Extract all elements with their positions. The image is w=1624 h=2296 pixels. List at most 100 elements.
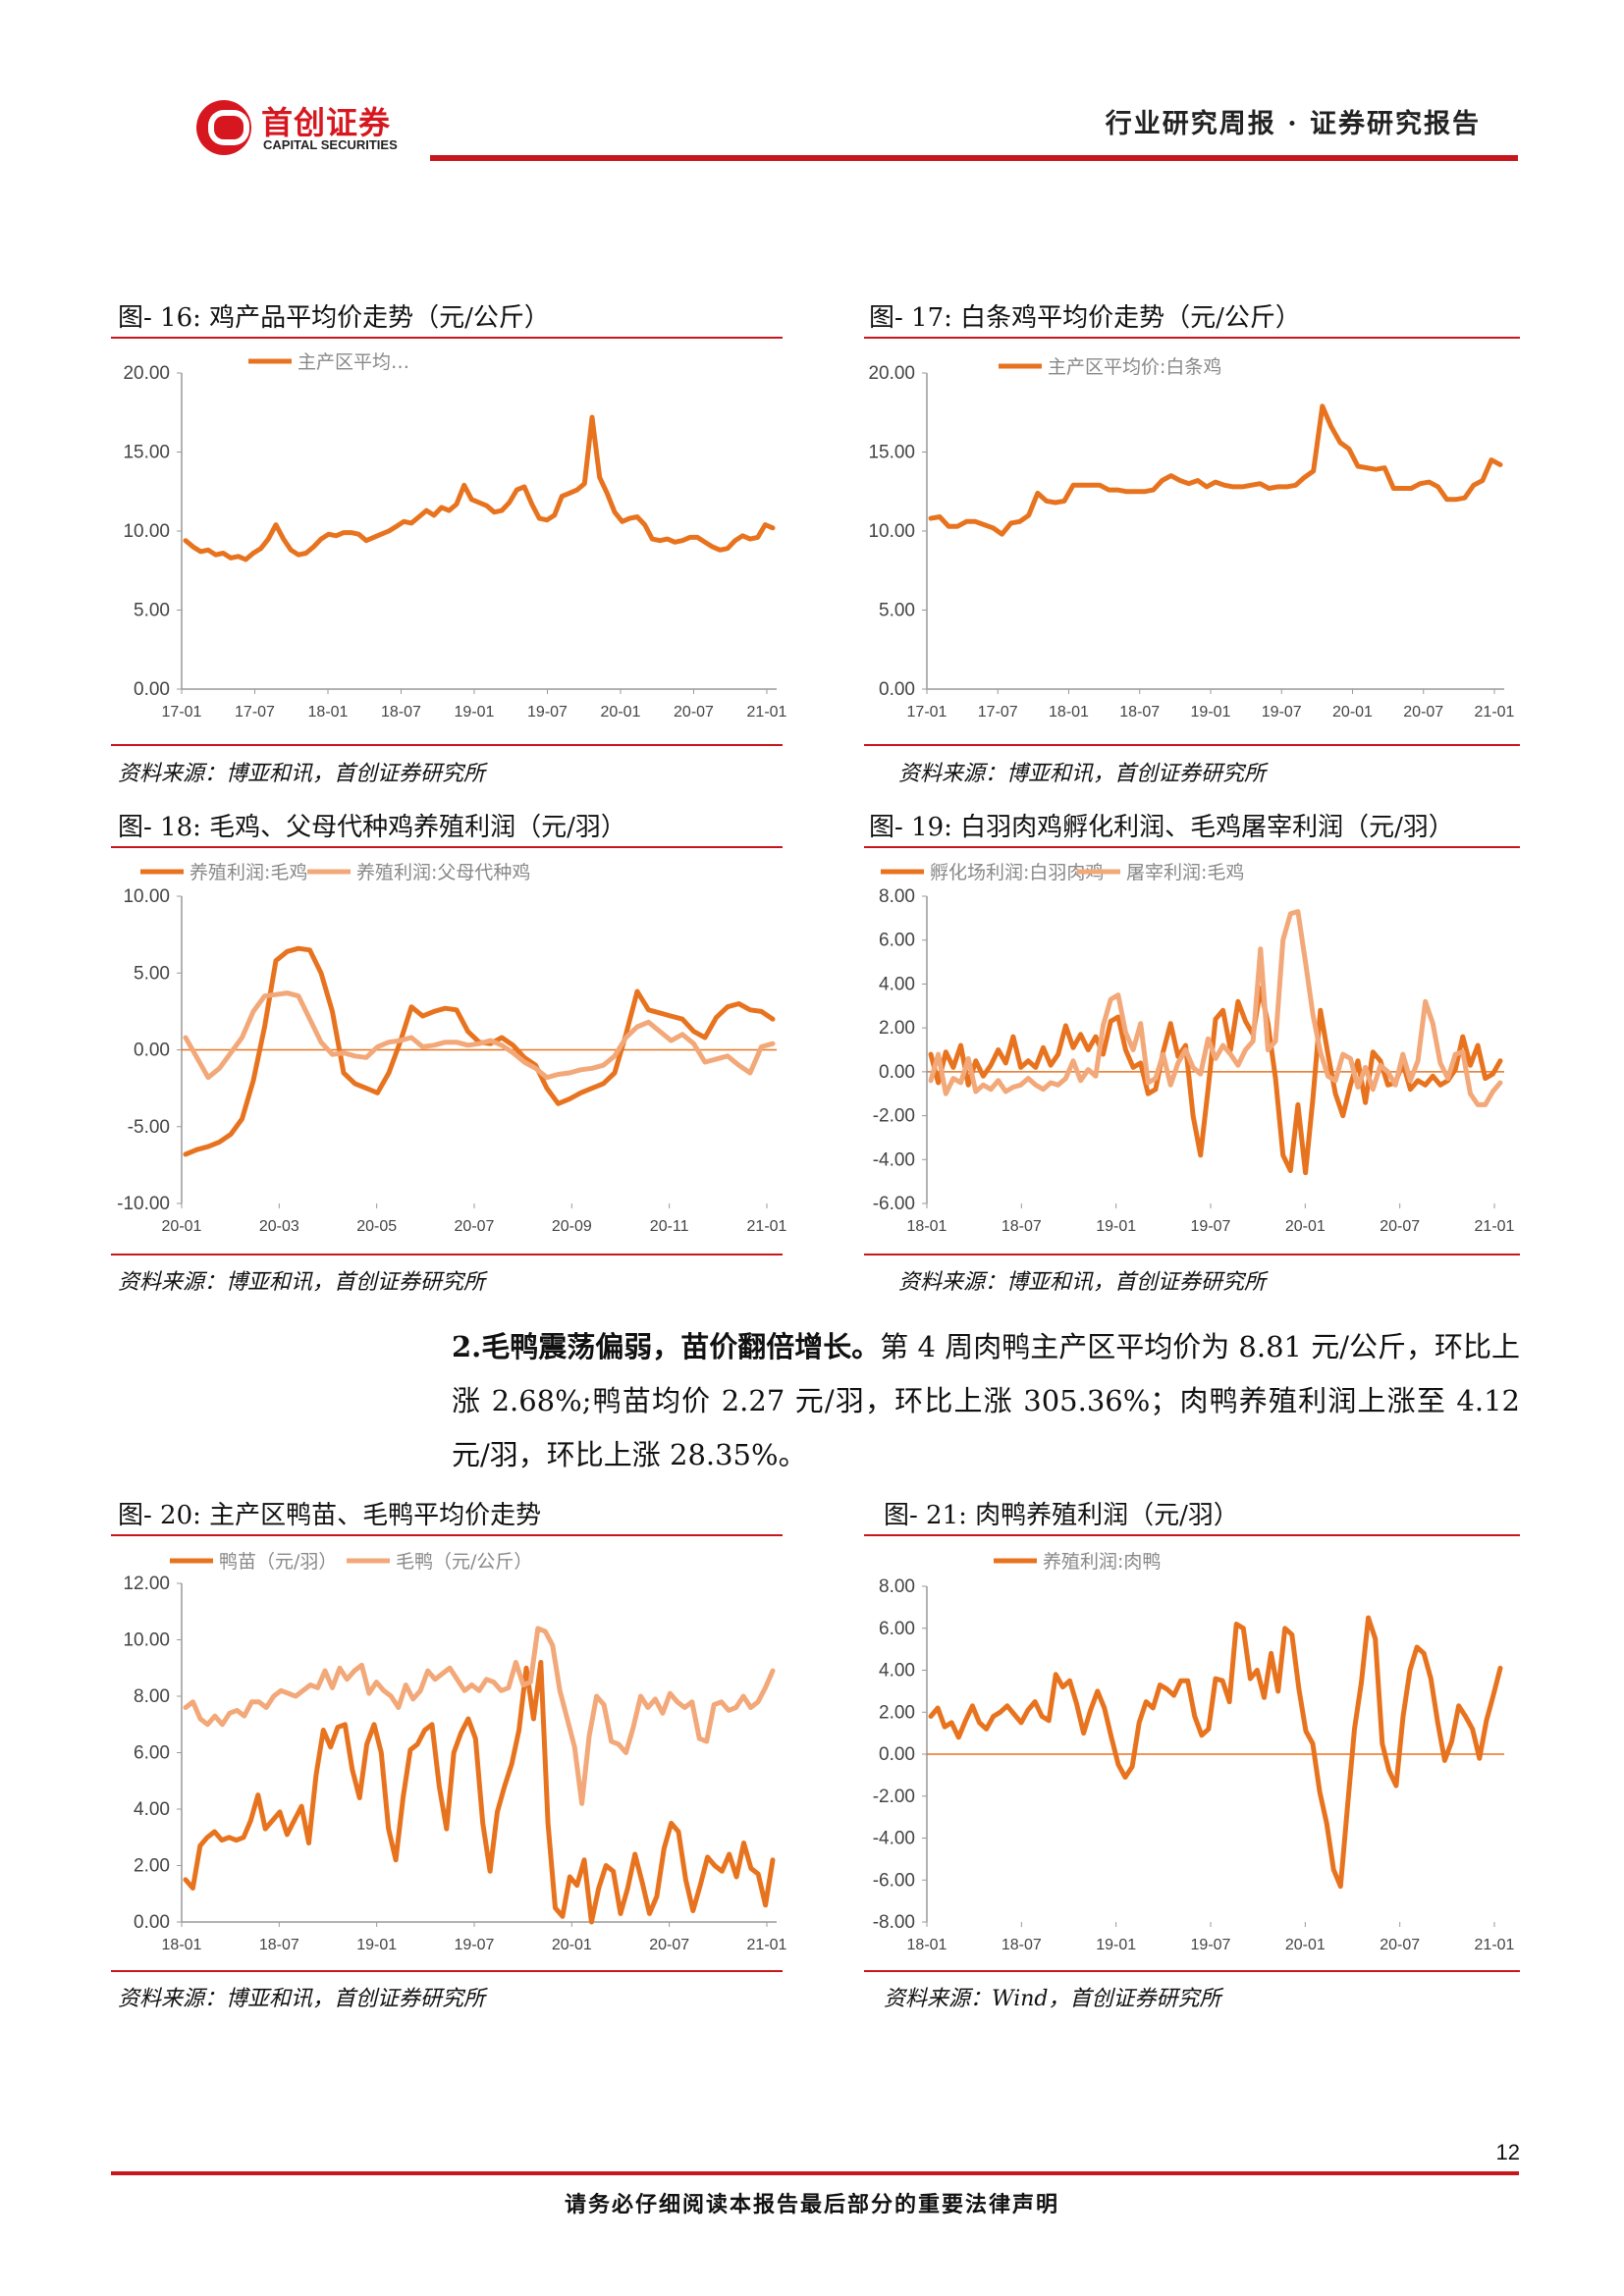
figure-19-caption-line [864, 846, 1520, 848]
x-tick-label: 19-01 [1096, 1218, 1136, 1235]
x-tick-label: 19-07 [455, 1937, 495, 1953]
x-tick-label: 18-01 [907, 1937, 947, 1953]
header-divider [430, 155, 1518, 161]
x-tick-label: 19-07 [1262, 704, 1302, 721]
y-tick-label: 6.00 [134, 1743, 170, 1764]
legend-label: 主产区平均价:白条鸡 [1048, 356, 1221, 378]
x-tick-label: 20-07 [455, 1218, 495, 1235]
footer-divider [111, 2171, 1519, 2175]
figure-16-caption-line [111, 337, 783, 339]
y-tick-label: -6.00 [873, 1194, 915, 1214]
y-tick-label: 8.00 [879, 1576, 915, 1597]
report-type: 行业研究周报 · 证券研究报告 [1105, 109, 1481, 139]
body-paragraph: 2.毛鸭震荡偏弱，苗价翻倍增长。第 4 周肉鸭主产区平均价为 8.81 元/公斤… [452, 1320, 1520, 1482]
y-tick-label: 6.00 [879, 931, 915, 951]
x-tick-label: 20-05 [356, 1218, 397, 1235]
chart-svg: 8.00 6.00 4.00 2.00 0.00 -2.00 -4.00 -6.00 18-01… [873, 862, 1515, 1235]
figure-20-chart: 12.00 10.00 8.00 6.00 4.00 2.00 0.00 18-01 18-07… [111, 1539, 798, 1971]
y-tick-label: -2.00 [873, 1787, 915, 1807]
legend-label: 养殖利润:父母代种鸡 [356, 862, 530, 883]
figure-19-caption: 图- 19: 白羽肉鸡孵化利润、毛鸡屠宰利润（元/羽） [869, 813, 1454, 842]
x-tick-label: 19-01 [1096, 1937, 1136, 1953]
series-line [928, 1615, 1503, 1890]
figure-18-chart: 10.00 5.00 0.00 -5.00 -10.00 20-01 20-03 20-05 2… [111, 852, 798, 1255]
y-tick-label: 8.00 [134, 1686, 170, 1707]
x-tick-label: 19-07 [1191, 1937, 1231, 1953]
legend-label: 主产区平均… [298, 351, 409, 373]
y-tick-label: 0.00 [134, 1912, 170, 1933]
x-tick-label: 21-01 [747, 704, 787, 721]
y-tick-label: 5.00 [134, 963, 170, 984]
x-tick-label: 21-01 [1475, 704, 1515, 721]
y-tick-label: 6.00 [879, 1619, 915, 1639]
figure-21-caption: 图- 21: 肉鸭养殖利润（元/羽） [884, 1501, 1239, 1530]
y-tick-label: 8.00 [879, 886, 915, 907]
x-tick-label: 21-01 [747, 1937, 787, 1953]
x-tick-label: 18-07 [1001, 1218, 1042, 1235]
x-tick-label: 19-01 [1191, 704, 1231, 721]
x-tick-label: 17-07 [235, 704, 275, 721]
x-tick-label: 17-07 [978, 704, 1018, 721]
logo-cn-text: 首创证券 [261, 104, 392, 141]
y-tick-label: 15.00 [868, 443, 915, 463]
x-tick-label: 20-07 [674, 704, 714, 721]
figure-20-source: 资料来源：博亚和讯，首创证券研究所 [118, 1987, 486, 2011]
series-line [928, 986, 1503, 1176]
x-tick-label: 18-01 [907, 1218, 947, 1235]
series-line [183, 990, 776, 1081]
figure-21-source: 资料来源：Wind，首创证券研究所 [884, 1987, 1221, 2011]
figure-18-source-line [111, 1254, 783, 1255]
chart-svg: 8.00 6.00 4.00 2.00 0.00 -2.00 -4.00 -6.00 -8.00… [873, 1551, 1515, 1953]
x-tick-label: 19-07 [1191, 1218, 1231, 1235]
y-tick-label: 15.00 [123, 443, 170, 463]
legend-label: 毛鸭（元/公斤） [396, 1551, 532, 1573]
legend-label: 屠宰利润:毛鸡 [1126, 862, 1244, 883]
x-tick-label: 20-01 [601, 704, 641, 721]
logo-mark-icon [196, 100, 251, 155]
y-tick-label: 10.00 [123, 1630, 170, 1651]
y-tick-label: 20.00 [868, 363, 915, 384]
series-line [928, 909, 1503, 1107]
series-line [928, 403, 1503, 537]
x-tick-label: 19-01 [455, 704, 495, 721]
paragraph-heading: 2.毛鸭震荡偏弱，苗价翻倍增长。 [452, 1330, 881, 1363]
y-tick-label: 10.00 [123, 886, 170, 907]
figure-16-source-line [111, 744, 783, 746]
x-tick-label: 18-01 [1049, 704, 1089, 721]
y-tick-label: 10.00 [123, 521, 170, 542]
x-tick-label: 20-07 [1403, 704, 1443, 721]
x-tick-label: 19-07 [527, 704, 568, 721]
y-tick-label: 0.00 [134, 1041, 170, 1061]
y-tick-label: 0.00 [879, 679, 915, 700]
x-tick-label: 20-01 [1285, 1937, 1326, 1953]
chart-svg: 10.00 5.00 0.00 -5.00 -10.00 20-01 20-03 20-05 2… [117, 862, 786, 1235]
y-tick-label: 5.00 [134, 601, 170, 621]
legend-label: 鸭苗（元/羽） [219, 1551, 337, 1573]
y-tick-label: 4.00 [134, 1799, 170, 1820]
y-tick-label: 0.00 [879, 1744, 915, 1765]
figure-21-source-line [864, 1970, 1520, 1972]
figure-19-chart: 8.00 6.00 4.00 2.00 0.00 -2.00 -4.00 -6.00 18-01… [846, 852, 1524, 1255]
figure-20-caption: 图- 20: 主产区鸭苗、毛鸭平均价走势 [118, 1501, 542, 1530]
y-tick-label: -10.00 [117, 1194, 170, 1214]
x-tick-label: 20-01 [1285, 1218, 1326, 1235]
figure-21-caption-line [864, 1534, 1520, 1536]
series-line [183, 1626, 776, 1806]
x-tick-label: 20-09 [552, 1218, 592, 1235]
figure-16-caption: 图- 16: 鸡产品平均价走势（元/公斤） [118, 303, 550, 333]
chart-svg: 20.00 15.00 10.00 5.00 0.00 17-01 17-07 18-01 18… [868, 356, 1515, 721]
figure-18-caption-line [111, 846, 783, 848]
y-tick-label: 12.00 [123, 1574, 170, 1594]
y-tick-label: -2.00 [873, 1106, 915, 1127]
figure-18-caption: 图- 18: 毛鸡、父母代种鸡养殖利润（元/羽） [118, 813, 626, 842]
x-tick-label: 20-11 [650, 1218, 689, 1235]
page-header: 首创证券 CAPITAL SECURITIES 行业研究周报 · 证券研究报告 [0, 0, 1624, 167]
figure-20-caption-line [111, 1534, 783, 1536]
y-tick-label: 5.00 [879, 601, 915, 621]
x-tick-label: 18-07 [1001, 1937, 1042, 1953]
y-tick-label: 4.00 [879, 1661, 915, 1682]
x-tick-label: 20-01 [162, 1218, 202, 1235]
x-tick-label: 17-01 [907, 704, 947, 721]
y-tick-label: 0.00 [134, 679, 170, 700]
company-logo: 首创证券 CAPITAL SECURITIES [196, 98, 432, 157]
